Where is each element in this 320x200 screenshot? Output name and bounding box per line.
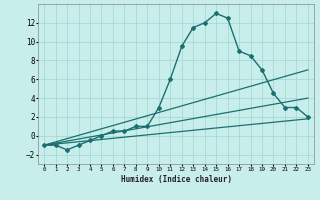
X-axis label: Humidex (Indice chaleur): Humidex (Indice chaleur) xyxy=(121,175,231,184)
